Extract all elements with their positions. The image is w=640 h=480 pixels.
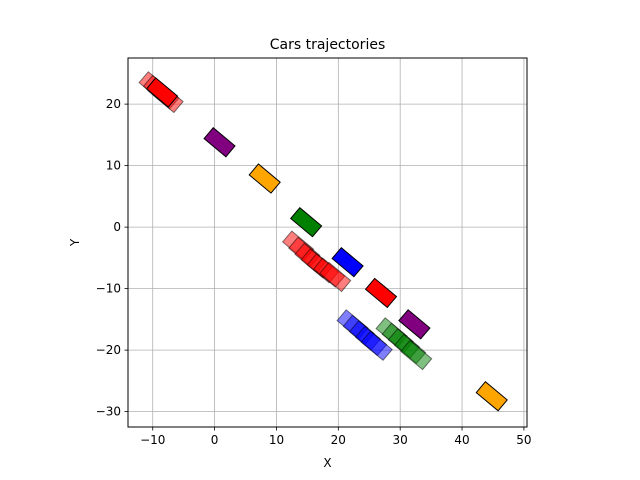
x-tick-label: 0 [211, 433, 219, 447]
x-axis-label: X [323, 456, 331, 470]
car-marker [475, 380, 508, 412]
x-tick-label: 50 [516, 433, 531, 447]
y-tick-label: 0 [113, 220, 121, 234]
chart-title: Cars trajectories [270, 37, 386, 53]
car-marker [319, 261, 352, 293]
car-marker [248, 163, 281, 194]
x-tick-label: −10 [140, 433, 165, 447]
car-markers [138, 71, 508, 412]
car-marker [145, 77, 179, 108]
car-marker [364, 277, 398, 309]
y-axis-label: Y [68, 238, 82, 247]
car-marker [398, 309, 431, 340]
car-marker [289, 206, 323, 238]
grid-lines [128, 58, 527, 427]
car-marker [360, 330, 393, 362]
x-tick-label: 10 [269, 433, 284, 447]
car-marker [331, 246, 364, 278]
car-marker [400, 339, 433, 371]
x-tick-label: 20 [331, 433, 346, 447]
y-tick-label: 10 [106, 159, 121, 173]
x-tick-label: 40 [454, 433, 469, 447]
y-tick-label: −20 [96, 343, 121, 357]
axis-ticks: −10 0 10 20 30 40 50 −30 −20 −10 0 10 20 [96, 97, 532, 447]
x-tick-label: 30 [393, 433, 408, 447]
y-tick-label: 20 [106, 97, 121, 111]
car-marker [203, 126, 236, 158]
plot-frame [127, 57, 528, 428]
y-tick-label: −30 [96, 405, 121, 419]
y-tick-label: −10 [96, 282, 121, 296]
